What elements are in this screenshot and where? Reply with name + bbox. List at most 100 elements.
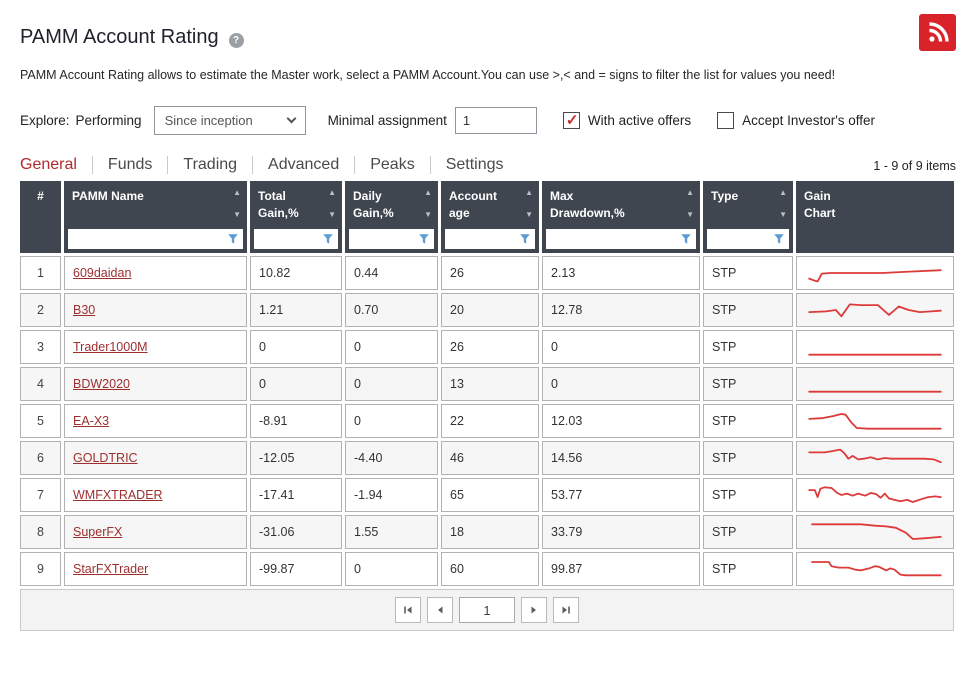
filter-funnel-icon[interactable] <box>227 233 239 245</box>
sort-asc-icon[interactable]: ▲ <box>779 188 787 197</box>
pamm-name-link[interactable]: WMFXTRADER <box>73 488 163 502</box>
filter-funnel-icon[interactable] <box>680 233 692 245</box>
column-label: PAMM Name <box>72 189 144 203</box>
pagination-last-button[interactable] <box>553 597 579 623</box>
filter-input-account_age[interactable] <box>445 229 535 249</box>
row-number: 1 <box>20 256 61 290</box>
sort-desc-icon[interactable]: ▼ <box>686 210 694 219</box>
column-filter-box <box>707 229 789 249</box>
filter-input-total_gain[interactable] <box>254 229 338 249</box>
column-filter-box <box>349 229 434 249</box>
column-header-chart: Gain Chart <box>796 181 954 253</box>
column-header-type[interactable]: Type ▲ ▼ <box>703 181 793 253</box>
pamm-name-link[interactable]: EA-X3 <box>73 414 110 428</box>
sort-desc-icon[interactable]: ▼ <box>779 210 787 219</box>
filter-input-max_drawdown[interactable] <box>546 229 696 249</box>
page-description: PAMM Account Rating allows to estimate t… <box>20 68 836 82</box>
rss-icon[interactable] <box>919 14 956 51</box>
daily-gain-cell: 0 <box>345 552 438 586</box>
pamm-name-cell: StarFXTrader <box>64 552 247 586</box>
filter-input-name[interactable] <box>68 229 243 249</box>
column-label: Max Drawdown,% <box>550 189 625 220</box>
filter-funnel-icon[interactable] <box>418 233 430 245</box>
type-cell: STP <box>703 293 793 327</box>
pamm-name-cell: GOLDTRIC <box>64 441 247 475</box>
pamm-name-link[interactable]: 609daidan <box>73 266 132 280</box>
sort-desc-icon[interactable]: ▼ <box>525 210 533 219</box>
tab-separator <box>167 156 169 174</box>
pamm-name-link[interactable]: Trader1000M <box>73 340 148 354</box>
tab-general[interactable]: General <box>20 156 77 173</box>
max-drawdown-cell: 12.78 <box>542 293 700 327</box>
type-cell: STP <box>703 441 793 475</box>
filter-funnel-icon[interactable] <box>773 233 785 245</box>
pagination-prev-button[interactable] <box>427 597 453 623</box>
tab-settings[interactable]: Settings <box>445 156 504 173</box>
sort-asc-icon[interactable]: ▲ <box>686 188 694 197</box>
items-count: 1 - 9 of 9 items <box>873 159 956 173</box>
daily-gain-cell: 0 <box>345 367 438 401</box>
total-gain-cell: 10.82 <box>250 256 342 290</box>
accept-investors-offer-label: Accept Investor's offer <box>742 113 876 128</box>
tab-trading[interactable]: Trading <box>183 156 238 173</box>
minimal-assignment-input[interactable] <box>454 107 537 134</box>
column-label: Type <box>711 189 739 203</box>
column-filter-box <box>445 229 535 249</box>
pamm-name-link[interactable]: BDW2020 <box>73 377 130 391</box>
table-row: 7 WMFXTRADER -17.41 -1.94 65 53.77 STP <box>20 478 954 512</box>
pamm-name-link[interactable]: GOLDTRIC <box>73 451 138 465</box>
rss-waves-glyph <box>928 21 949 42</box>
tab-funds[interactable]: Funds <box>107 156 153 173</box>
column-header-name[interactable]: PAMM Name ▲ ▼ <box>64 181 247 253</box>
checkbox-box-icon[interactable] <box>717 112 735 129</box>
row-number: 6 <box>20 441 61 475</box>
with-active-offers-label: With active offers <box>587 113 692 128</box>
account-age-cell: 65 <box>441 478 539 512</box>
pamm-name-link[interactable]: B30 <box>73 303 96 317</box>
column-filter-box <box>546 229 696 249</box>
performing-label: Performing <box>75 113 142 128</box>
filter-funnel-icon[interactable] <box>322 233 334 245</box>
filter-funnel-icon[interactable] <box>519 233 531 245</box>
help-icon[interactable]: ? <box>228 33 244 48</box>
column-header-account_age[interactable]: Account age ▲ ▼ <box>441 181 539 253</box>
sort-desc-icon[interactable]: ▼ <box>328 210 336 219</box>
sort-desc-icon[interactable]: ▼ <box>233 210 241 219</box>
pamm-name-link[interactable]: StarFXTrader <box>73 562 149 576</box>
sort-asc-icon[interactable]: ▲ <box>424 188 432 197</box>
sort-asc-icon[interactable]: ▲ <box>525 188 533 197</box>
max-drawdown-cell: 14.56 <box>542 441 700 475</box>
max-drawdown-cell: 12.03 <box>542 404 700 438</box>
row-number: 2 <box>20 293 61 327</box>
page-number-input[interactable] <box>459 597 515 623</box>
next-page-icon <box>531 606 536 614</box>
sort-desc-icon[interactable]: ▼ <box>424 210 432 219</box>
period-select[interactable]: Since inception <box>153 106 306 135</box>
pamm-name-cell: Trader1000M <box>64 330 247 364</box>
column-header-max_drawdown[interactable]: Max Drawdown,% ▲ ▼ <box>542 181 700 253</box>
checkbox-box-icon[interactable] <box>562 111 580 129</box>
sort-asc-icon[interactable]: ▲ <box>328 188 336 197</box>
tab-separator <box>252 156 254 174</box>
period-select-value: Since inception <box>164 113 253 128</box>
gain-chart-cell <box>796 256 954 290</box>
tab-peaks[interactable]: Peaks <box>370 156 415 173</box>
tab-advanced[interactable]: Advanced <box>268 156 340 173</box>
sort-asc-icon[interactable]: ▲ <box>233 188 241 197</box>
pagination-bar <box>20 589 954 631</box>
title-row: PAMM Account Rating ? <box>20 14 956 51</box>
column-header-total_gain[interactable]: Total Gain,% ▲ ▼ <box>250 181 342 253</box>
tab-separator <box>91 156 93 174</box>
gain-sparkline <box>805 370 945 398</box>
pamm-name-link[interactable]: SuperFX <box>73 525 123 539</box>
with-active-offers-checkbox[interactable]: With active offers <box>562 111 692 129</box>
column-header-daily_gain[interactable]: Daily Gain,% ▲ ▼ <box>345 181 438 253</box>
gain-chart-cell <box>796 478 954 512</box>
filter-input-daily_gain[interactable] <box>349 229 434 249</box>
filter-input-type[interactable] <box>707 229 789 249</box>
pagination-first-button[interactable] <box>395 597 421 623</box>
pagination-next-button[interactable] <box>521 597 547 623</box>
pager <box>21 597 953 623</box>
gain-chart-cell <box>796 404 954 438</box>
accept-investors-offer-checkbox[interactable]: Accept Investor's offer <box>717 112 875 129</box>
